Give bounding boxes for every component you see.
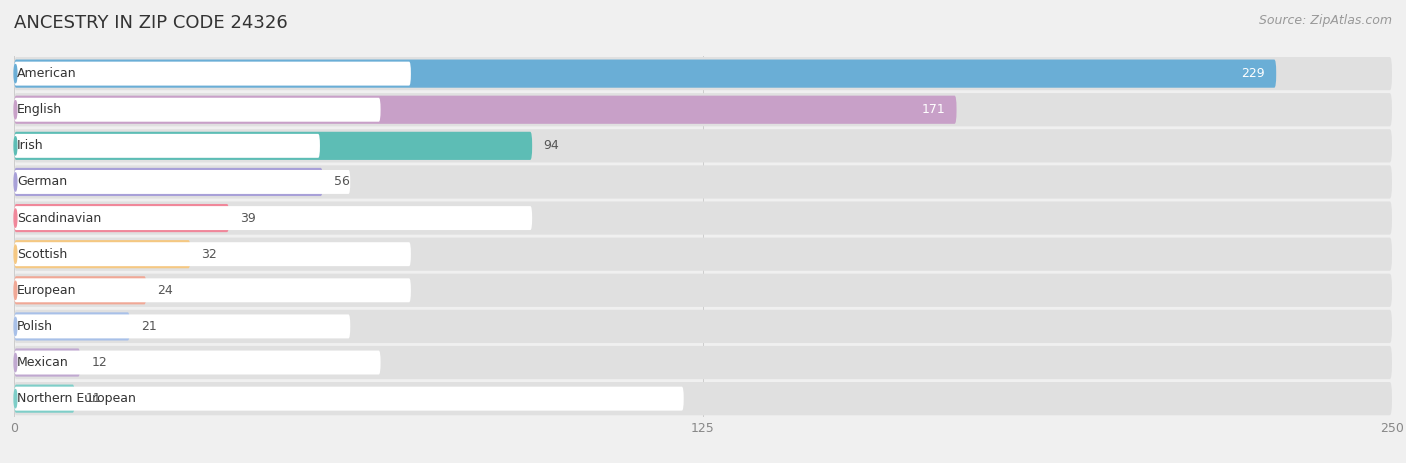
FancyBboxPatch shape [14, 93, 1392, 126]
FancyBboxPatch shape [14, 385, 75, 413]
FancyBboxPatch shape [14, 278, 411, 302]
FancyBboxPatch shape [14, 96, 956, 124]
FancyBboxPatch shape [14, 349, 80, 376]
Text: Northern European: Northern European [17, 392, 136, 405]
Text: European: European [17, 284, 77, 297]
Text: 39: 39 [240, 212, 256, 225]
FancyBboxPatch shape [14, 170, 350, 194]
FancyBboxPatch shape [14, 350, 381, 375]
FancyBboxPatch shape [14, 238, 1392, 271]
Text: 32: 32 [201, 248, 217, 261]
FancyBboxPatch shape [14, 134, 321, 158]
Circle shape [14, 389, 17, 408]
Circle shape [14, 64, 17, 83]
Circle shape [14, 245, 17, 263]
FancyBboxPatch shape [14, 346, 1392, 379]
Text: Irish: Irish [17, 139, 44, 152]
Text: Scandinavian: Scandinavian [17, 212, 101, 225]
Text: English: English [17, 103, 62, 116]
Text: 21: 21 [141, 320, 156, 333]
Text: Source: ZipAtlas.com: Source: ZipAtlas.com [1258, 14, 1392, 27]
FancyBboxPatch shape [14, 132, 531, 160]
Circle shape [14, 100, 17, 119]
FancyBboxPatch shape [14, 57, 1392, 90]
FancyBboxPatch shape [14, 387, 683, 411]
Circle shape [14, 209, 17, 227]
Circle shape [14, 173, 17, 191]
Text: 94: 94 [543, 139, 560, 152]
Text: 12: 12 [91, 356, 107, 369]
FancyBboxPatch shape [14, 310, 1392, 343]
FancyBboxPatch shape [14, 165, 1392, 199]
FancyBboxPatch shape [14, 382, 1392, 415]
Text: 229: 229 [1241, 67, 1265, 80]
Circle shape [14, 137, 17, 155]
Circle shape [14, 353, 17, 372]
FancyBboxPatch shape [14, 206, 531, 230]
Text: 171: 171 [922, 103, 945, 116]
FancyBboxPatch shape [14, 168, 323, 196]
FancyBboxPatch shape [14, 276, 146, 304]
FancyBboxPatch shape [14, 204, 229, 232]
Text: 56: 56 [333, 175, 350, 188]
FancyBboxPatch shape [14, 313, 129, 340]
Text: German: German [17, 175, 67, 188]
Text: Scottish: Scottish [17, 248, 67, 261]
Text: 24: 24 [157, 284, 173, 297]
Text: American: American [17, 67, 77, 80]
Text: Polish: Polish [17, 320, 53, 333]
Text: Mexican: Mexican [17, 356, 69, 369]
Text: ANCESTRY IN ZIP CODE 24326: ANCESTRY IN ZIP CODE 24326 [14, 14, 288, 32]
Circle shape [14, 317, 17, 336]
FancyBboxPatch shape [14, 201, 1392, 235]
FancyBboxPatch shape [14, 62, 411, 86]
FancyBboxPatch shape [14, 98, 381, 122]
FancyBboxPatch shape [14, 274, 1392, 307]
Circle shape [14, 281, 17, 300]
FancyBboxPatch shape [14, 314, 350, 338]
FancyBboxPatch shape [14, 60, 1277, 88]
FancyBboxPatch shape [14, 240, 190, 268]
FancyBboxPatch shape [14, 242, 411, 266]
Text: 11: 11 [86, 392, 101, 405]
FancyBboxPatch shape [14, 129, 1392, 163]
